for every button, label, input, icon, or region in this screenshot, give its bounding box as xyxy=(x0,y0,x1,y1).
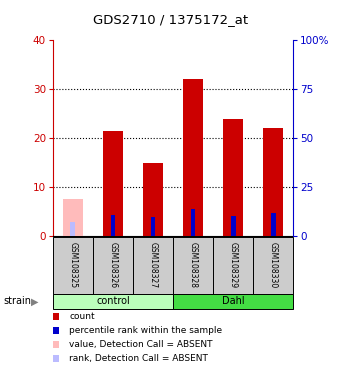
Bar xyxy=(213,237,253,294)
Text: GSM108326: GSM108326 xyxy=(108,242,117,288)
Bar xyxy=(93,237,133,294)
Bar xyxy=(71,222,75,236)
Text: count: count xyxy=(69,312,95,321)
Bar xyxy=(183,79,203,236)
Bar xyxy=(271,213,276,236)
Bar xyxy=(143,163,163,236)
Bar xyxy=(223,119,243,236)
Text: GSM108329: GSM108329 xyxy=(229,242,238,288)
Text: GSM108330: GSM108330 xyxy=(269,242,278,288)
Bar xyxy=(263,128,283,236)
Bar xyxy=(173,237,213,294)
Text: GDS2710 / 1375172_at: GDS2710 / 1375172_at xyxy=(93,13,248,26)
Bar xyxy=(53,237,93,294)
Bar xyxy=(133,237,173,294)
Bar xyxy=(103,131,123,236)
Text: GSM108327: GSM108327 xyxy=(149,242,158,288)
Bar xyxy=(253,237,293,294)
Bar xyxy=(63,199,83,236)
Bar xyxy=(173,294,293,309)
Bar xyxy=(231,215,236,236)
Text: value, Detection Call = ABSENT: value, Detection Call = ABSENT xyxy=(69,340,213,349)
Text: strain: strain xyxy=(3,296,31,306)
Text: ▶: ▶ xyxy=(31,296,39,306)
Bar xyxy=(191,209,195,236)
Bar xyxy=(151,217,155,236)
Text: GSM108325: GSM108325 xyxy=(69,242,77,288)
Bar xyxy=(53,294,173,309)
Text: control: control xyxy=(96,296,130,306)
Text: percentile rank within the sample: percentile rank within the sample xyxy=(69,326,222,335)
Text: rank, Detection Call = ABSENT: rank, Detection Call = ABSENT xyxy=(69,354,208,363)
Text: Dahl: Dahl xyxy=(222,296,244,306)
Text: GSM108328: GSM108328 xyxy=(189,242,197,288)
Bar xyxy=(110,215,115,236)
